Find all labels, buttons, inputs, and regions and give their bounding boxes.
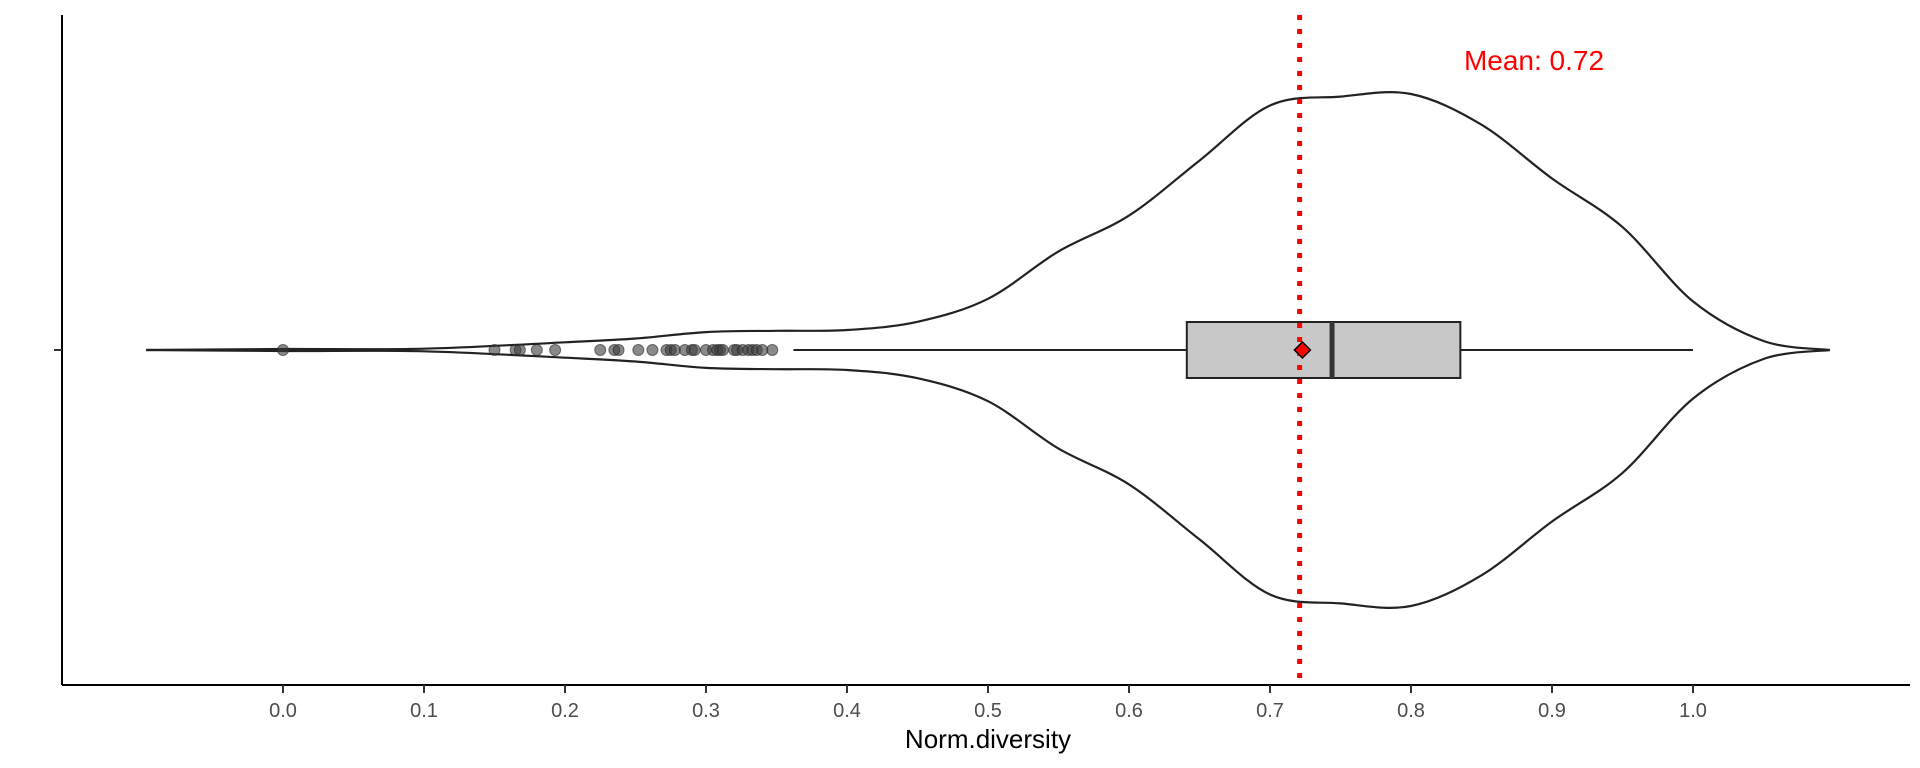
outlier-point [513,344,526,356]
x-axis-ticks: 0.0 0.1 0.2 0.3 0.4 0.5 0.6 0.7 0.8 0.9 1.0 [269,685,1707,722]
mean-marker [1293,340,1312,360]
x-tick-label: 0.9 [1538,700,1566,722]
axes: 0.0 0.1 0.2 0.3 0.4 0.5 0.6 0.7 0.8 0.9 1.0 Norm.d… [54,15,1910,754]
outlier-point [594,344,607,356]
outlier-point [549,344,562,356]
outlier-point [668,344,681,356]
outlier-point [716,344,729,356]
x-tick-label: 0.5 [974,700,1002,722]
outlier-points [277,344,779,356]
mean-layer: Mean: 0.72 [1293,15,1604,685]
x-tick-label: 0.2 [551,700,579,722]
mean-label: Mean: 0.72 [1464,45,1604,76]
outlier-point [756,344,769,356]
x-tick-label: 0.3 [692,700,720,722]
x-tick-label: 0.1 [410,700,438,722]
x-tick-label: 0.8 [1397,700,1425,722]
outlier-point [646,344,659,356]
violin-outline-bottom [146,348,1830,609]
box-iqr [1185,321,1462,379]
outlier-point [766,344,779,356]
outlier-point [277,344,289,356]
outlier-point [688,344,701,356]
x-tick-label: 0.7 [1256,700,1284,722]
outlier-point [530,344,543,356]
x-tick-label: 0.0 [269,700,297,722]
violin-outline-top [146,91,1830,352]
x-axis-title: Norm.diversity [905,724,1071,754]
x-tick-label: 0.6 [1115,700,1143,722]
outlier-point [612,344,625,356]
violin-layer [146,91,1830,609]
boxplot-layer [793,321,1693,379]
outlier-point [632,344,645,356]
outlier-point [488,344,501,356]
x-tick-label: 1.0 [1679,700,1707,722]
x-tick-label: 0.4 [833,700,861,722]
